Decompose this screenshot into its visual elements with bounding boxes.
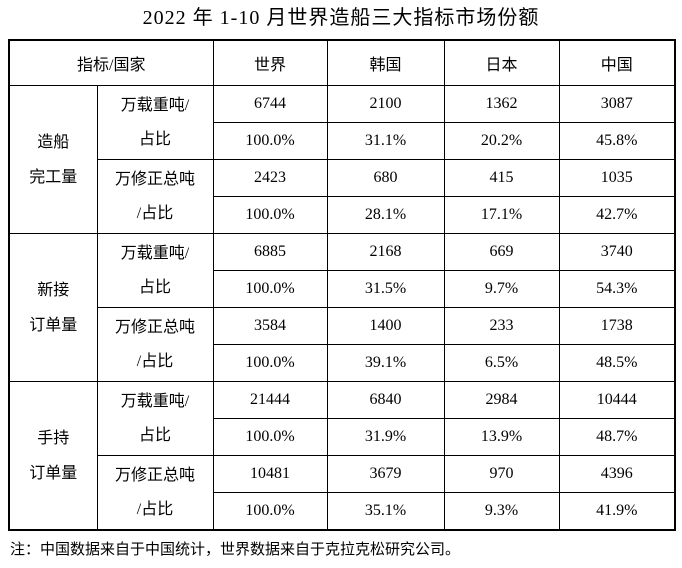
share-cell: 100.0%	[212, 418, 328, 456]
share-cell: 20.2%	[443, 122, 560, 160]
share-cell: 39.1%	[326, 344, 445, 382]
sublabel-cgt: 万修正总吨 /占比	[96, 307, 214, 382]
table-row: 100.0% 31.9% 13.9% 48.7%	[9, 418, 676, 456]
value-cell: 21444	[212, 381, 328, 419]
share-cell: 41.9%	[558, 492, 676, 531]
value-cell: 3087	[558, 85, 676, 123]
footnote: 注：中国数据来自于中国统计，世界数据来自于克拉克松研究公司。	[10, 542, 461, 558]
header-indicator-country: 指标/国家	[8, 39, 214, 86]
value-cell: 6885	[212, 233, 328, 271]
share-cell: 100.0%	[212, 122, 328, 160]
sublabel-dwt: 万载重吨/ 占比	[96, 233, 214, 308]
value-cell: 2100	[326, 85, 445, 123]
share-cell: 100.0%	[212, 196, 328, 234]
share-cell: 31.9%	[326, 418, 445, 456]
value-cell: 1400	[326, 307, 445, 345]
header-world: 世界	[212, 39, 328, 86]
share-cell: 54.3%	[558, 270, 676, 308]
share-cell: 17.1%	[443, 196, 560, 234]
table-row: 万修正总吨 /占比 3584 1400 233 1738	[9, 307, 676, 382]
share-cell: 48.5%	[558, 344, 676, 382]
value-cell: 970	[443, 455, 560, 493]
table-row: 100.0% 35.1% 9.3% 41.9%	[9, 492, 676, 531]
value-cell: 2984	[443, 381, 560, 419]
sublabel-dwt: 万载重吨/ 占比	[96, 381, 214, 456]
page-title: 2022 年 1-10 月世界造船三大指标市场份额	[142, 7, 540, 29]
value-cell: 1035	[558, 159, 676, 197]
header-japan: 日本	[443, 39, 560, 86]
value-cell: 2423	[212, 159, 328, 197]
table-row: 万修正总吨 /占比 10481 3679 970 4396	[9, 455, 676, 531]
share-cell: 45.8%	[558, 122, 676, 160]
value-cell: 10444	[558, 381, 676, 419]
table-header-row: 指标/国家 世界 韩国 日本 中国	[8, 39, 676, 86]
group-label-completions: 造船 完工量	[8, 85, 98, 234]
share-cell: 100.0%	[212, 492, 328, 531]
value-cell: 3740	[558, 233, 676, 271]
value-cell: 1362	[443, 85, 560, 123]
share-cell: 6.5%	[443, 344, 560, 382]
table-row: 100.0% 31.5% 9.7% 54.3%	[9, 270, 676, 308]
sublabel-dwt: 万载重吨/ 占比	[96, 85, 214, 160]
share-cell: 31.5%	[326, 270, 445, 308]
table-row: 新接 订单量 万载重吨/ 占比 6885 2168 669 3740	[8, 233, 676, 382]
share-cell: 31.1%	[326, 122, 445, 160]
share-cell: 48.7%	[558, 418, 676, 456]
share-cell: 35.1%	[326, 492, 445, 531]
group-label-order-backlog: 手持 订单量	[8, 381, 98, 531]
share-cell: 9.3%	[443, 492, 560, 531]
share-cell: 13.9%	[443, 418, 560, 456]
table-row: 手持 订单量 万载重吨/ 占比 21444 6840 2984 10444	[8, 381, 676, 531]
share-cell: 9.7%	[443, 270, 560, 308]
value-cell: 3679	[326, 455, 445, 493]
group-label-new-orders: 新接 订单量	[8, 233, 98, 382]
share-cell: 28.1%	[326, 196, 445, 234]
value-cell: 669	[443, 233, 560, 271]
share-cell: 42.7%	[558, 196, 676, 234]
market-share-table: 指标/国家 世界 韩国 日本 中国 造船 完工量 万载重吨/ 占比 6744 2…	[8, 39, 677, 531]
value-cell: 6840	[326, 381, 445, 419]
share-cell: 100.0%	[212, 344, 328, 382]
value-cell: 415	[443, 159, 560, 197]
value-cell: 3584	[212, 307, 328, 345]
table-row: 万修正总吨 /占比 2423 680 415 1035	[9, 159, 676, 234]
value-cell: 10481	[212, 455, 328, 493]
value-cell: 1738	[558, 307, 676, 345]
value-cell: 680	[326, 159, 445, 197]
header-china: 中国	[558, 39, 676, 86]
table-row: 100.0% 28.1% 17.1% 42.7%	[9, 196, 676, 234]
share-cell: 100.0%	[212, 270, 328, 308]
value-cell: 4396	[558, 455, 676, 493]
value-cell: 233	[443, 307, 560, 345]
table-row: 100.0% 39.1% 6.5% 48.5%	[9, 344, 676, 382]
value-cell: 2168	[326, 233, 445, 271]
header-korea: 韩国	[326, 39, 445, 86]
sublabel-cgt: 万修正总吨 /占比	[96, 455, 214, 531]
sublabel-cgt: 万修正总吨 /占比	[96, 159, 214, 234]
value-cell: 6744	[212, 85, 328, 123]
table-row: 造船 完工量 万载重吨/ 占比 6744 2100 1362 3087	[8, 85, 676, 234]
table-row: 100.0% 31.1% 20.2% 45.8%	[9, 122, 676, 160]
